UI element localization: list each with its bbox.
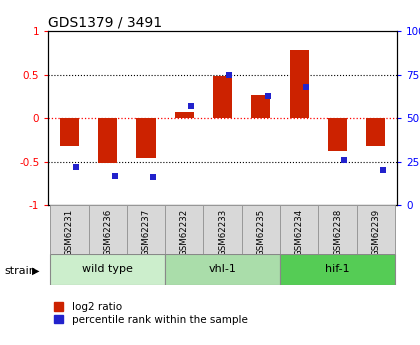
Bar	[251, 95, 270, 118]
Bar	[280, 254, 395, 285]
Bar	[89, 205, 127, 254]
Bar	[290, 50, 309, 118]
Text: strain: strain	[4, 266, 36, 276]
Bar	[280, 205, 318, 254]
Text: GSM62234: GSM62234	[295, 209, 304, 256]
Bar	[213, 76, 232, 118]
Bar	[50, 254, 165, 285]
Text: GSM62235: GSM62235	[256, 209, 265, 256]
Text: vhl-1: vhl-1	[209, 264, 236, 274]
Bar	[60, 118, 79, 146]
Bar	[318, 205, 357, 254]
Bar	[357, 205, 395, 254]
Bar	[50, 205, 89, 254]
Text: GSM62232: GSM62232	[180, 209, 189, 256]
Bar	[242, 205, 280, 254]
Text: GSM62238: GSM62238	[333, 209, 342, 256]
Text: ▶: ▶	[32, 266, 39, 276]
Bar	[136, 118, 155, 158]
Bar	[175, 112, 194, 118]
Text: GSM62236: GSM62236	[103, 209, 112, 256]
Bar	[165, 254, 280, 285]
Text: GSM62233: GSM62233	[218, 209, 227, 256]
Text: wild type: wild type	[82, 264, 133, 274]
Text: GSM62239: GSM62239	[371, 209, 381, 256]
Bar	[366, 118, 386, 146]
Legend: log2 ratio, percentile rank within the sample: log2 ratio, percentile rank within the s…	[54, 302, 248, 325]
Text: GSM62237: GSM62237	[142, 209, 150, 256]
Bar	[328, 118, 347, 151]
Text: GSM62231: GSM62231	[65, 209, 74, 256]
Bar	[98, 118, 117, 164]
Bar	[203, 205, 242, 254]
Bar	[127, 205, 165, 254]
Text: GDS1379 / 3491: GDS1379 / 3491	[48, 16, 163, 30]
Bar	[165, 205, 203, 254]
Text: hif-1: hif-1	[325, 264, 350, 274]
